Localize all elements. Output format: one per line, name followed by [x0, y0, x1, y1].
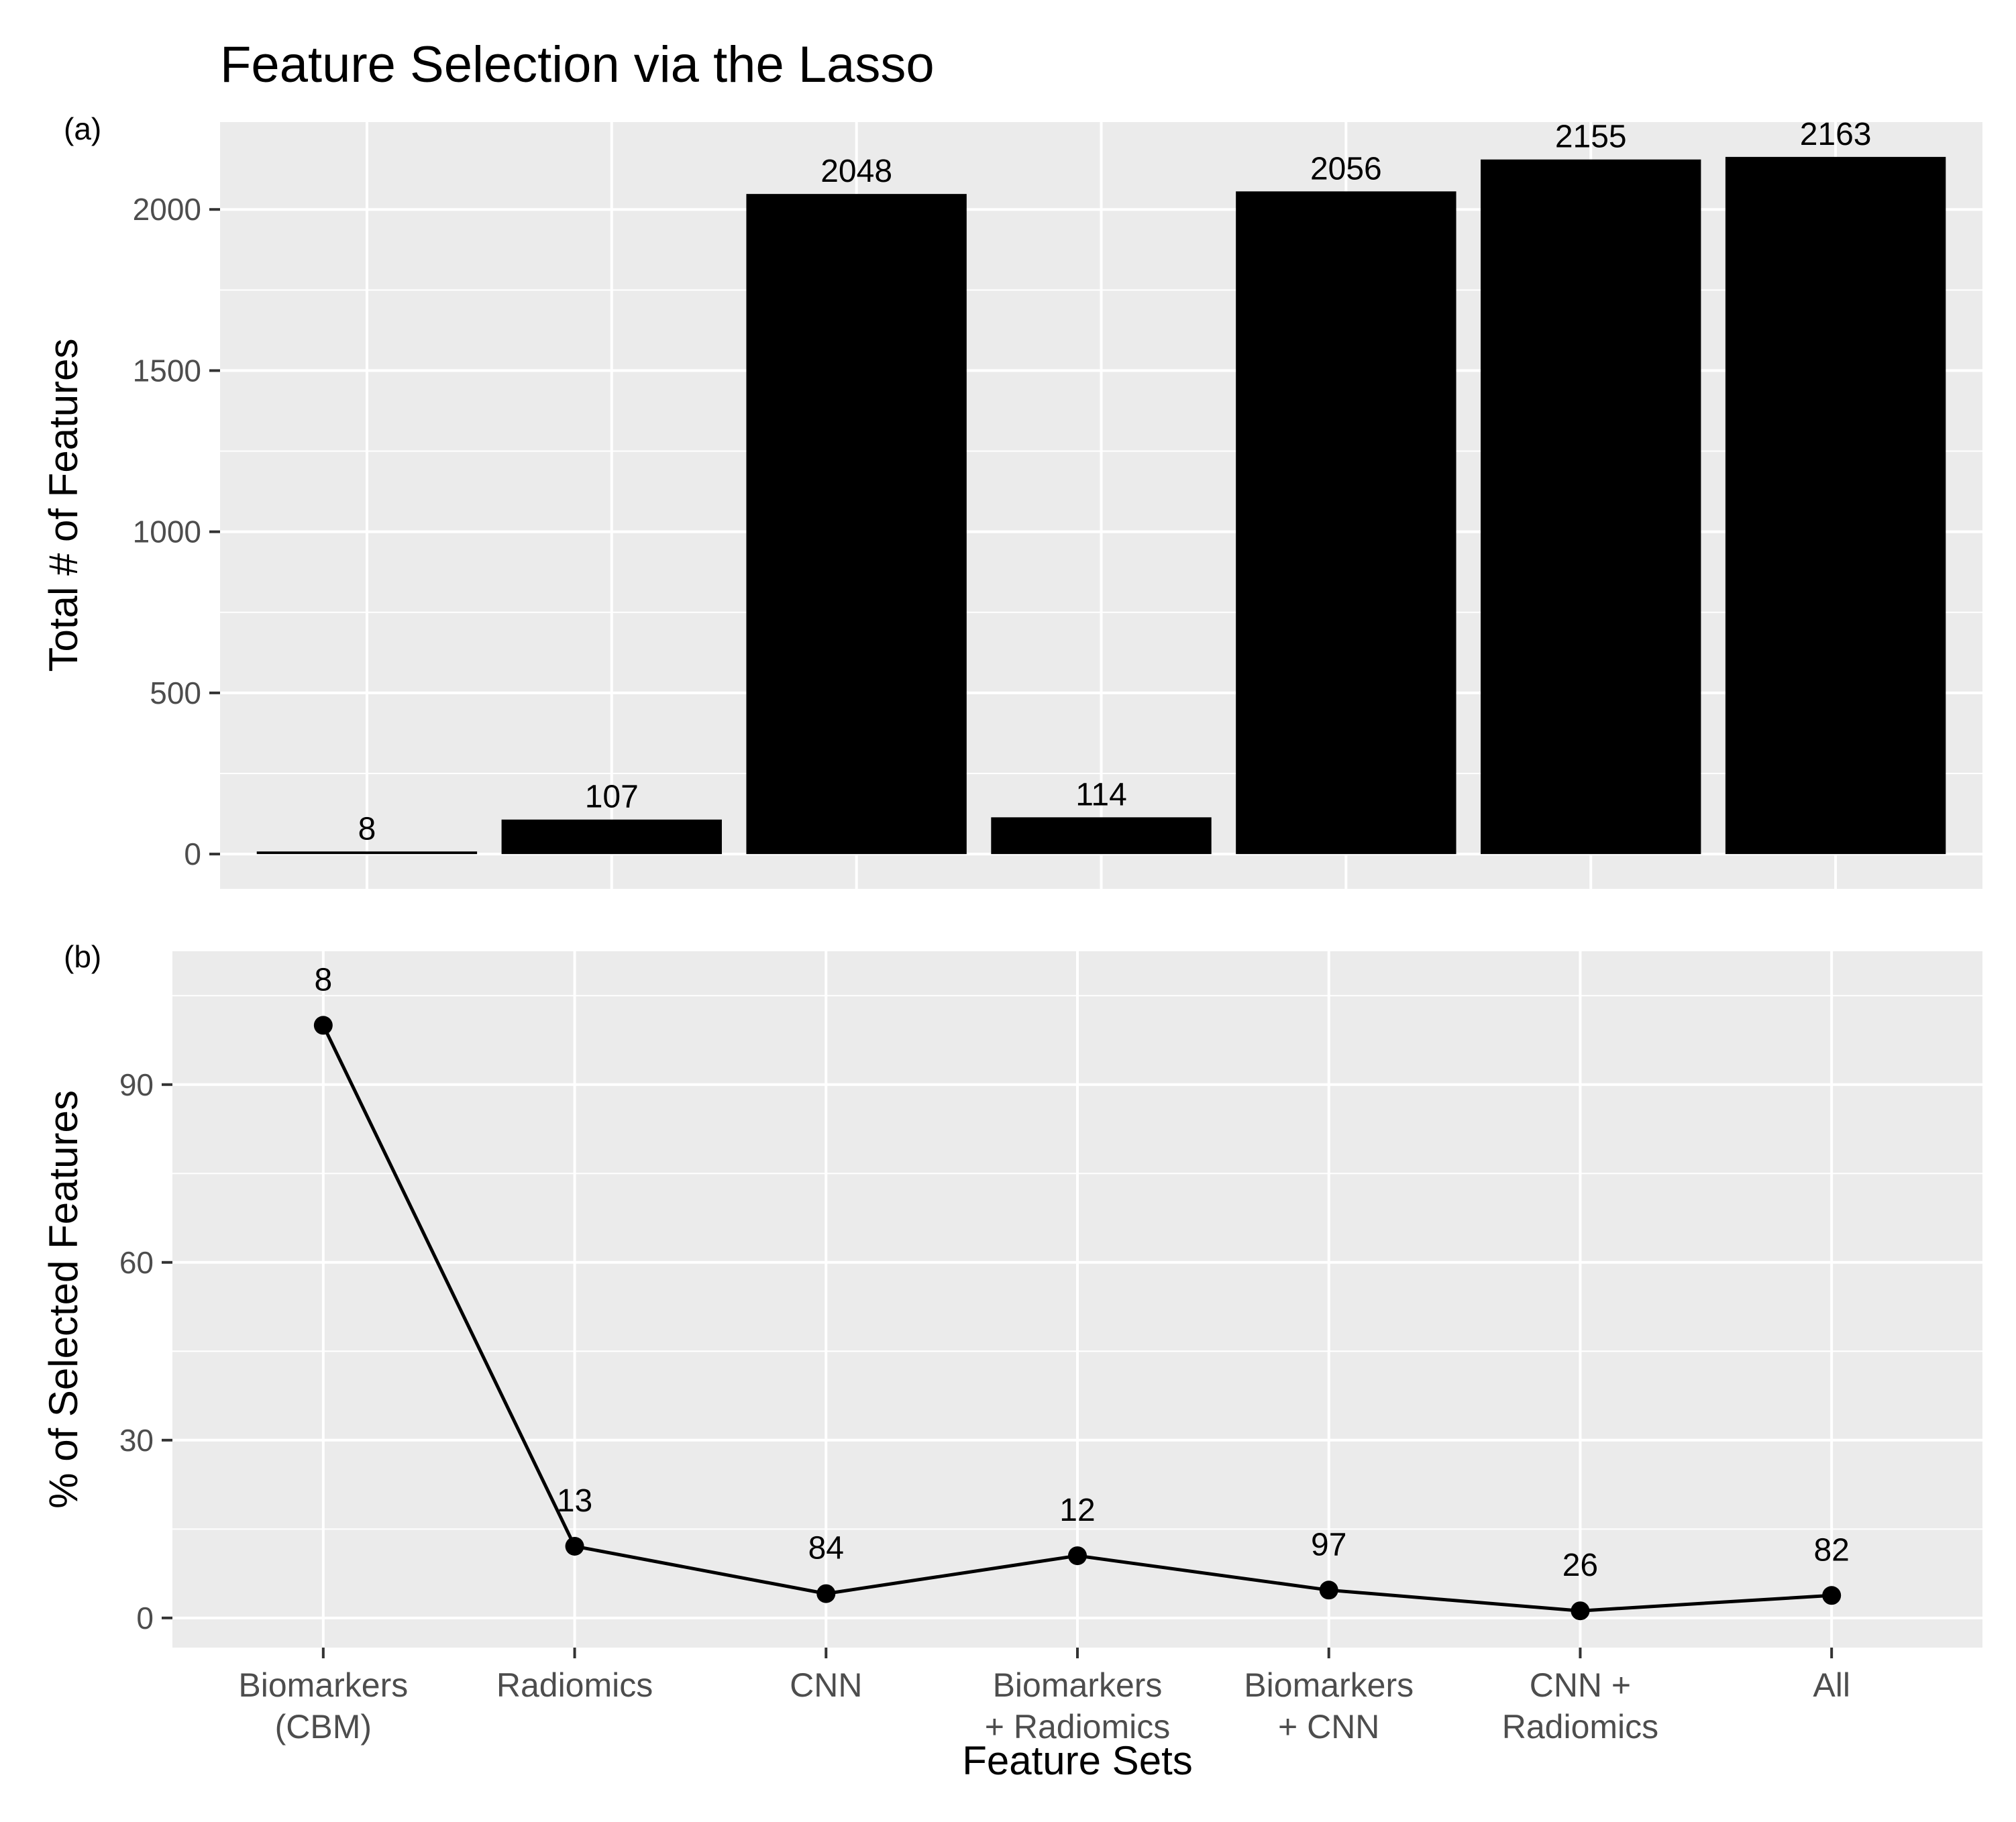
- data-point: [1319, 1580, 1338, 1600]
- bar-value-label: 2163: [1800, 117, 1872, 152]
- panel-a-tag: (a): [64, 111, 101, 146]
- x-tick-label: CNN + Radiomics: [1502, 1666, 1658, 1746]
- y-tick-label: 90: [119, 1067, 154, 1102]
- bar-value-label: 2048: [820, 154, 892, 189]
- data-point: [313, 1016, 333, 1035]
- bar-value-label: 107: [585, 780, 639, 815]
- panel-b-y-axis: 0 30 60 90: [119, 1067, 172, 1636]
- bar: [1481, 159, 1701, 855]
- bar: [501, 819, 722, 855]
- point-value-label: 13: [557, 1483, 592, 1519]
- bar: [991, 817, 1212, 855]
- point-value-label: 84: [808, 1531, 844, 1566]
- x-tick-label: Biomarkers + CNN: [1244, 1666, 1414, 1746]
- chart-title: Feature Selection via the Lasso: [220, 36, 935, 93]
- y-tick-label: 0: [136, 1601, 154, 1636]
- panel-a-bars: [256, 156, 1946, 855]
- x-axis-title: Feature Sets: [962, 1738, 1193, 1783]
- bar-value-label: 8: [358, 811, 376, 847]
- x-tick-label: Biomarkers + Radiomics: [985, 1666, 1171, 1746]
- bar: [746, 194, 967, 855]
- data-point: [1571, 1601, 1590, 1621]
- panel-b-series: [313, 1016, 1842, 1621]
- panel-b-tag: (b): [64, 939, 101, 974]
- panel-a-data-labels: 8 107 2048 114 2056 2155 2163: [358, 117, 1872, 847]
- panel-b-x-axis: Biomarkers (CBM) Radiomics CNN Biomarkers + R…: [238, 1648, 1850, 1746]
- data-point: [1822, 1586, 1842, 1605]
- bar: [1236, 191, 1456, 855]
- y-tick-label: 1500: [133, 353, 201, 388]
- bar: [256, 851, 478, 855]
- bar-value-label: 114: [1075, 777, 1127, 812]
- x-tick-label: All: [1813, 1666, 1850, 1704]
- panel-a-y-axis: 0 500 1000 1500 2000: [133, 192, 220, 871]
- data-point: [816, 1584, 836, 1603]
- bar: [1725, 156, 1946, 855]
- y-tick-label: 30: [119, 1423, 154, 1458]
- data-point: [1068, 1546, 1087, 1566]
- y-tick-label: 500: [150, 676, 201, 710]
- point-value-label: 8: [314, 962, 332, 998]
- bar-value-label: 2056: [1310, 151, 1382, 186]
- point-value-label: 97: [1311, 1527, 1346, 1562]
- panel-b-grid: [172, 951, 1982, 1648]
- y-tick-label: 0: [184, 837, 201, 871]
- panel-b: (b) 8 13 84 12 97 26 82 0 30 60 90 Biomarkers (CBM…: [41, 939, 1982, 1783]
- panel-b-y-axis-title: % of Selected Features: [41, 1090, 86, 1509]
- y-tick-label: 1000: [133, 515, 201, 549]
- y-tick-label: 60: [119, 1245, 154, 1280]
- x-tick-label: Radiomics: [496, 1666, 653, 1704]
- x-tick-label: Biomarkers (CBM): [238, 1666, 408, 1746]
- y-tick-label: 2000: [133, 192, 201, 227]
- point-value-label: 12: [1059, 1493, 1095, 1528]
- bar-value-label: 2155: [1555, 119, 1627, 155]
- panel-a-y-axis-title: Total # of Features: [41, 339, 86, 672]
- panel-a: (a) 8 107 2048 114 2056 2155 2163 0 500 1000 1500…: [41, 111, 1982, 889]
- point-value-label: 26: [1562, 1548, 1598, 1583]
- point-value-label: 82: [1813, 1532, 1849, 1568]
- x-tick-label: CNN: [790, 1666, 862, 1704]
- data-point: [565, 1536, 584, 1556]
- panel-b-point-labels: 8 13 84 12 97 26 82: [314, 962, 1849, 1583]
